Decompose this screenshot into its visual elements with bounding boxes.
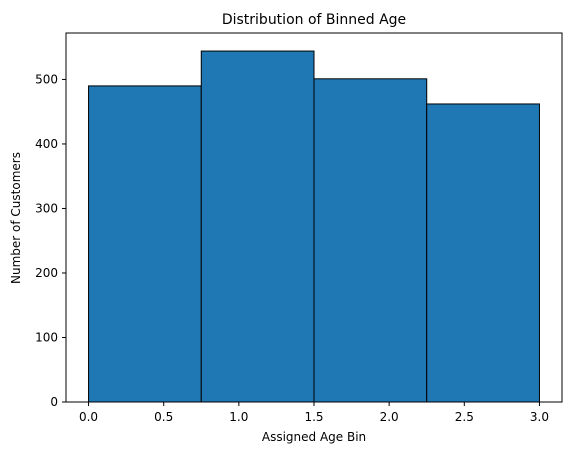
- x-tick-label-4: 2.0: [380, 410, 399, 424]
- histogram-bar-2: [313, 78, 428, 403]
- y-axis-ticks: 0 100 200 300 400 500: [35, 72, 66, 409]
- bars-group: [88, 50, 540, 403]
- x-tick-label-3: 1.5: [304, 410, 323, 424]
- x-tick-label-5: 2.5: [455, 410, 474, 424]
- x-tick-label-2: 1.0: [229, 410, 248, 424]
- y-tick-label-4: 400: [35, 137, 58, 151]
- chart-title: Distribution of Binned Age: [222, 12, 406, 28]
- y-tick-label-2: 200: [35, 266, 58, 280]
- y-tick-label-5: 500: [35, 72, 58, 86]
- x-axis-ticks: 0.0 0.5 1.0 1.5 2.0 2.5 3.0: [79, 402, 549, 424]
- histogram-bar-1: [200, 50, 315, 403]
- x-axis-title: Assigned Age Bin: [262, 430, 366, 444]
- x-tick-label-6: 3.0: [530, 410, 549, 424]
- y-axis-title: Number of Customers: [9, 152, 23, 284]
- y-tick-label-3: 300: [35, 201, 58, 215]
- y-tick-label-1: 100: [35, 330, 58, 344]
- x-tick-label-1: 0.5: [154, 410, 173, 424]
- histogram-bar-3: [426, 103, 540, 403]
- x-tick-label-0: 0.0: [79, 410, 98, 424]
- y-tick-label-0: 0: [50, 395, 58, 409]
- histogram-bar-0: [88, 85, 202, 403]
